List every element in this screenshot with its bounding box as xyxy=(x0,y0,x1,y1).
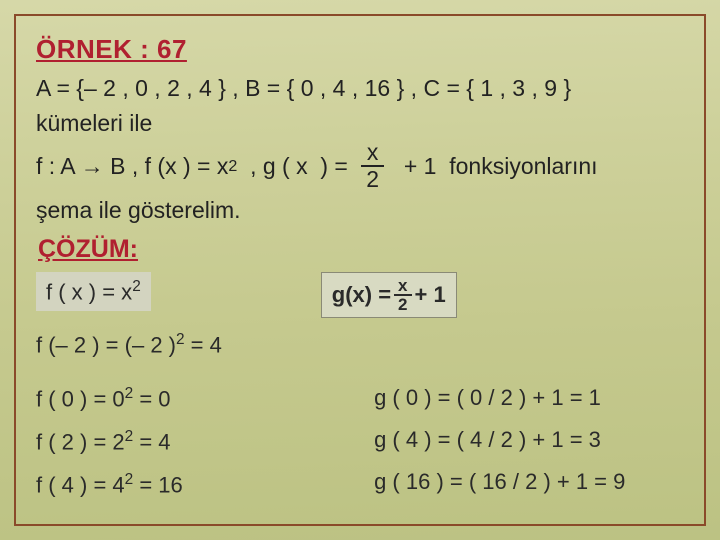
frac-den: 2 xyxy=(360,167,385,192)
f-0-b: = 0 xyxy=(133,386,170,411)
f-4-a: f ( 4 ) = 4 xyxy=(36,473,125,498)
frac-num: x xyxy=(361,140,385,167)
gx-post: + 1 xyxy=(415,282,446,308)
g-0-line: g ( 0 ) = ( 0 / 2 ) + 1 = 1 xyxy=(374,385,684,411)
example-title: ÖRNEK : 67 xyxy=(36,34,684,65)
f-0-a: f ( 0 ) = 0 xyxy=(36,386,125,411)
problem-line-3: f : A → B , f (x ) = x2 , g ( x ) = x 2 … xyxy=(36,140,684,193)
f-m2-a: f (– 2 ) = (– 2 ) xyxy=(36,333,176,358)
f-4-line: f ( 4 ) = 42 = 16 xyxy=(36,471,334,498)
gx-num: x xyxy=(394,277,411,296)
content-frame: ÖRNEK : 67 A = {– 2 , 0 , 2 , 4 } , B = … xyxy=(14,14,706,526)
g-4-line: g ( 4 ) = ( 4 / 2 ) + 1 = 3 xyxy=(374,427,684,453)
f-minus2-line: f (– 2 ) = (– 2 )2 = 4 xyxy=(36,331,684,358)
problem-l3-sup: 2 xyxy=(228,154,237,178)
problem-l3-c: + 1 fonksiyonlarını xyxy=(391,149,597,184)
gx-den: 2 xyxy=(394,296,411,313)
problem-line-1: A = {– 2 , 0 , 2 , 4 } , B = { 0 , 4 , 1… xyxy=(36,71,684,106)
fx-definition-box: f ( x ) = x2 xyxy=(36,272,151,311)
calc-columns: f ( 0 ) = 02 = 0 f ( 2 ) = 22 = 4 f ( 4 … xyxy=(36,375,684,515)
problem-fraction: x 2 xyxy=(360,140,385,193)
g-column: g ( 0 ) = ( 0 / 2 ) + 1 = 1 g ( 4 ) = ( … xyxy=(374,375,684,515)
problem-statement: A = {– 2 , 0 , 2 , 4 } , B = { 0 , 4 , 1… xyxy=(36,71,684,227)
problem-l3-a: f : A → B , f (x ) = x xyxy=(36,149,228,184)
f-2-a: f ( 2 ) = 2 xyxy=(36,429,125,454)
gx-pre: g(x) = xyxy=(332,282,391,308)
f-2-line: f ( 2 ) = 22 = 4 xyxy=(36,428,334,455)
gx-definition-box: g(x) = x 2 + 1 xyxy=(321,272,457,318)
problem-line-4: şema ile gösterelim. xyxy=(36,193,684,228)
problem-line-2: kümeleri ile xyxy=(36,106,684,141)
work-area: f ( x ) = x2 g(x) = x 2 + 1 f (– 2 ) = (… xyxy=(36,272,684,515)
f-column: f ( 0 ) = 02 = 0 f ( 2 ) = 22 = 4 f ( 4 … xyxy=(36,375,334,515)
f-0-line: f ( 0 ) = 02 = 0 xyxy=(36,385,334,412)
f-2-sup: 2 xyxy=(125,428,134,445)
gx-fraction: x 2 xyxy=(394,277,411,313)
f-m2-sup: 2 xyxy=(176,331,185,348)
fx-box-a: f ( x ) = x xyxy=(46,279,132,304)
f-4-sup: 2 xyxy=(125,471,134,488)
fx-box-sup: 2 xyxy=(132,278,141,295)
f-2-b: = 4 xyxy=(133,429,170,454)
f-4-b: = 16 xyxy=(133,473,183,498)
f-m2-b: = 4 xyxy=(185,333,222,358)
g-16-line: g ( 16 ) = ( 16 / 2 ) + 1 = 9 xyxy=(374,469,684,495)
f-0-sup: 2 xyxy=(125,385,134,402)
problem-l3-b: , g ( x ) = xyxy=(237,149,354,184)
solution-label: ÇÖZÜM: xyxy=(38,235,684,264)
